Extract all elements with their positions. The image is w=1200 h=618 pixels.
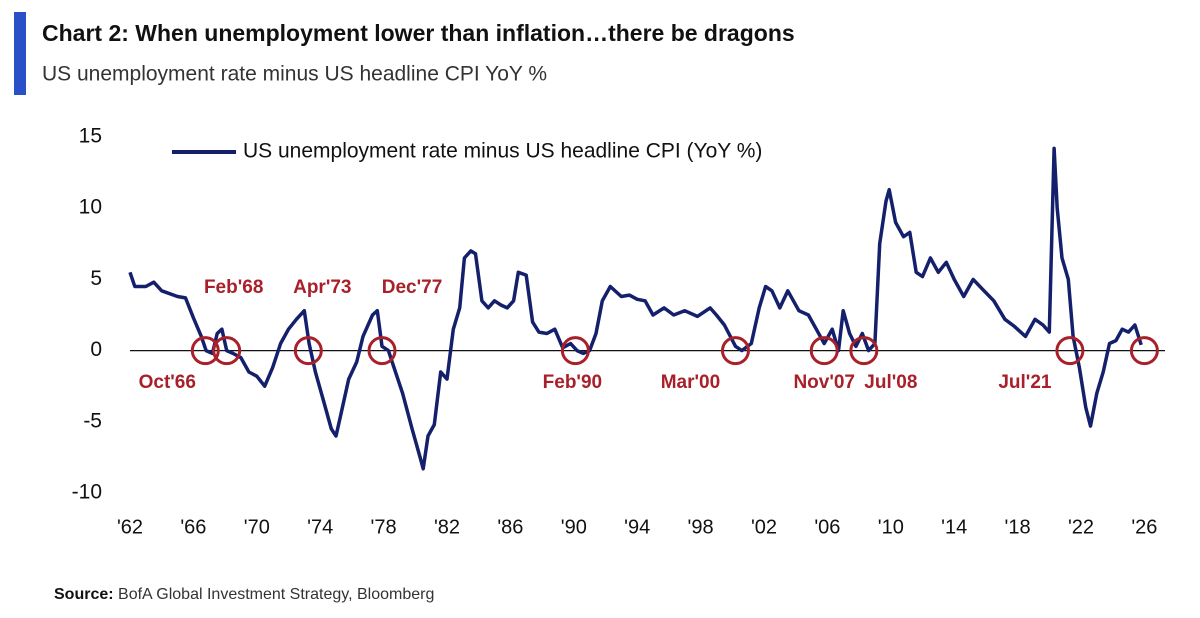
marker-label: Feb'68 xyxy=(204,277,263,298)
marker-circle xyxy=(809,336,839,366)
x-tick-label: '98 xyxy=(688,516,714,538)
source: Source: BofA Global Investment Strategy,… xyxy=(54,586,434,603)
y-tick-label: 10 xyxy=(79,196,102,219)
accent-bar xyxy=(14,12,26,95)
chart-title: Chart 2: When unemployment lower than in… xyxy=(42,20,795,46)
marker-circle xyxy=(1055,336,1085,366)
marker-circle xyxy=(1129,336,1159,366)
marker-label: Feb'90 xyxy=(543,372,602,393)
legend-label: US unemployment rate minus US headline C… xyxy=(243,140,762,163)
series-line xyxy=(128,146,1143,471)
x-tick-label: '74 xyxy=(307,516,333,538)
x-tick-label: '70 xyxy=(244,516,270,538)
marker-circle xyxy=(190,336,220,366)
marker-label: Nov'07 xyxy=(793,372,855,393)
chart-subtitle: US unemployment rate minus US headline C… xyxy=(42,63,547,86)
x-tick-label: '94 xyxy=(624,516,650,538)
y-tick-label: 5 xyxy=(90,267,102,290)
marker-label: Jul'21 xyxy=(998,372,1052,393)
marker-label: Mar'00 xyxy=(661,372,720,393)
x-tick-label: '78 xyxy=(371,516,397,538)
y-tick-label: -5 xyxy=(83,409,102,432)
marker-circle xyxy=(293,336,323,366)
y-tick-label: 0 xyxy=(90,338,102,361)
marker-label: Jul'08 xyxy=(864,372,917,393)
x-tick-label: '26 xyxy=(1131,516,1157,538)
marker-circle xyxy=(212,336,242,366)
marker-label: Apr'73 xyxy=(293,277,351,298)
x-tick-label: '14 xyxy=(941,516,967,538)
x-tick-label: '06 xyxy=(814,516,840,538)
x-tick-label: '82 xyxy=(434,516,460,538)
x-tick-label: '66 xyxy=(180,516,206,538)
marker-circle xyxy=(367,336,397,366)
x-tick-label: '18 xyxy=(1005,516,1031,538)
x-tick-label: '02 xyxy=(751,516,777,538)
x-tick-label: '10 xyxy=(878,516,904,538)
source-label: Source: xyxy=(54,586,114,603)
x-tick-label: '22 xyxy=(1068,516,1094,538)
marker-circle xyxy=(560,336,590,366)
marker-label: Dec'77 xyxy=(382,277,443,298)
y-tick-label: 15 xyxy=(79,125,102,148)
marker-circle xyxy=(849,336,879,366)
marker-label: Oct'66 xyxy=(139,372,196,393)
x-tick-label: '90 xyxy=(561,516,587,538)
source-text: BofA Global Investment Strategy, Bloombe… xyxy=(118,586,434,603)
x-tick-label: '62 xyxy=(117,516,143,538)
x-tick-label: '86 xyxy=(497,516,523,538)
y-tick-label: -10 xyxy=(72,481,102,504)
marker-circle xyxy=(720,336,750,366)
